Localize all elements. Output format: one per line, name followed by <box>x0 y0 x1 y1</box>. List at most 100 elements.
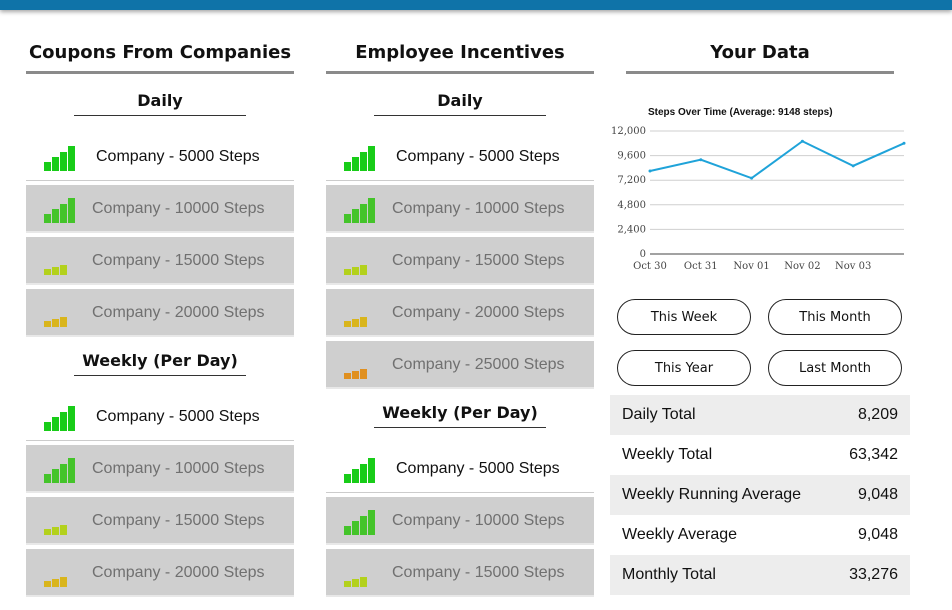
reward-row[interactable]: Company - 10000 Steps <box>326 497 594 545</box>
signal-bars-icon <box>44 249 76 275</box>
steps-data-point <box>648 169 652 173</box>
reward-label: Company - 5000 Steps <box>96 148 260 165</box>
incentives-daily-title: Daily <box>437 91 483 110</box>
incentives-weekly-title: Weekly (Per Day) <box>382 403 538 422</box>
stat-row: Weekly Average 9,048 <box>610 515 910 555</box>
reward-row[interactable]: Company - 10000 Steps <box>26 445 294 493</box>
reward-label: Company - 15000 Steps <box>92 512 265 529</box>
signal-bar <box>60 152 67 171</box>
signal-bar <box>360 516 367 535</box>
reward-row[interactable]: Company - 15000 Steps <box>26 497 294 545</box>
reward-row[interactable]: Company - 20000 Steps <box>326 289 594 337</box>
signal-bar <box>60 204 67 223</box>
reward-label: Company - 15000 Steps <box>392 564 565 581</box>
reward-row[interactable]: Company - 5000 Steps <box>26 133 294 181</box>
steps-data-point <box>851 164 855 168</box>
signal-bar <box>352 267 359 275</box>
signal-bar <box>44 162 51 171</box>
signal-bar <box>52 417 59 431</box>
steps-series-line <box>649 140 905 180</box>
incentives-weekly-rule <box>374 427 546 428</box>
x-tick-label: Oct 31 <box>684 261 718 272</box>
signal-bar <box>52 267 59 275</box>
signal-bar <box>352 319 359 327</box>
signal-bar <box>60 577 67 587</box>
signal-bar <box>44 422 51 431</box>
signal-bars-icon <box>344 145 376 171</box>
your-data-title: Your Data <box>710 42 810 63</box>
reward-label: Company - 5000 Steps <box>396 460 560 477</box>
signal-bar <box>344 373 351 379</box>
stat-row: Weekly Running Average 9,048 <box>610 475 910 515</box>
coupons-title-rule <box>26 71 294 74</box>
signal-bar <box>60 317 67 327</box>
reward-row[interactable]: Company - 15000 Steps <box>26 237 294 285</box>
reward-row[interactable]: Company - 20000 Steps <box>26 549 294 597</box>
steps-line-chart: Steps Over Time (Average: 9148 steps) 0 2,… <box>611 107 906 272</box>
signal-bars-icon <box>44 405 76 431</box>
reward-label: Company - 5000 Steps <box>96 408 260 425</box>
coupons-daily-rule <box>74 115 246 116</box>
stat-value: 8,209 <box>857 406 898 423</box>
stat-label: Weekly Average <box>622 526 738 543</box>
signal-bars-icon <box>44 301 76 327</box>
last-month-button[interactable]: Last Month <box>768 350 902 386</box>
reward-row[interactable]: Company - 25000 Steps <box>326 341 594 389</box>
stat-value: 9,048 <box>857 526 898 543</box>
reward-row[interactable]: Company - 5000 Steps <box>326 133 594 181</box>
signal-bar <box>60 525 67 535</box>
signal-bar <box>68 198 75 223</box>
signal-bar <box>344 526 351 535</box>
y-tick-label: 12,000 <box>611 126 646 137</box>
reward-row[interactable]: Company - 5000 Steps <box>326 445 594 493</box>
signal-bar <box>344 474 351 483</box>
top-app-bar <box>0 0 952 10</box>
reward-row[interactable]: Company - 15000 Steps <box>326 549 594 597</box>
signal-bar <box>44 474 51 483</box>
stat-row: Monthly Total 33,276 <box>610 555 910 595</box>
this-month-button[interactable]: This Month <box>768 299 902 335</box>
signal-bar <box>52 579 59 587</box>
stat-value: 63,342 <box>849 446 898 463</box>
signal-bar <box>52 209 59 223</box>
signal-bar <box>360 265 367 275</box>
stat-row: Weekly Total 63,342 <box>610 435 910 475</box>
steps-data-point <box>800 139 804 143</box>
reward-row[interactable]: Company - 10000 Steps <box>326 185 594 233</box>
signal-bars-icon <box>344 509 376 535</box>
reward-row[interactable]: Company - 15000 Steps <box>326 237 594 285</box>
this-week-button[interactable]: This Week <box>617 299 751 335</box>
signal-bar <box>360 464 367 483</box>
signal-bar <box>68 458 75 483</box>
signal-bar <box>368 198 375 223</box>
coupons-title: Coupons From Companies <box>28 42 292 63</box>
signal-bar <box>352 157 359 171</box>
signal-bar <box>60 464 67 483</box>
signal-bar <box>344 214 351 223</box>
signal-bar <box>52 527 59 535</box>
reward-label: Company - 25000 Steps <box>392 356 565 373</box>
signal-bar <box>44 581 51 587</box>
reward-label: Company - 20000 Steps <box>392 304 565 321</box>
signal-bar <box>60 412 67 431</box>
this-year-button[interactable]: This Year <box>617 350 751 386</box>
signal-bar <box>52 319 59 327</box>
y-tick-label: 7,200 <box>617 175 646 186</box>
y-tick-label: 0 <box>640 249 646 260</box>
reward-label: Company - 5000 Steps <box>396 148 560 165</box>
stat-value: 33,276 <box>849 566 898 583</box>
signal-bar <box>344 162 351 171</box>
incentives-title-rule <box>326 71 594 74</box>
reward-row[interactable]: Company - 10000 Steps <box>26 185 294 233</box>
reward-label: Company - 15000 Steps <box>392 252 565 269</box>
signal-bar <box>344 321 351 327</box>
steps-data-point <box>699 158 703 162</box>
reward-label: Company - 15000 Steps <box>92 252 265 269</box>
reward-row[interactable]: Company - 20000 Steps <box>26 289 294 337</box>
signal-bar <box>360 204 367 223</box>
coupons-daily-title: Daily <box>137 91 183 110</box>
signal-bar <box>352 579 359 587</box>
reward-label: Company - 10000 Steps <box>392 200 565 217</box>
reward-row[interactable]: Company - 5000 Steps <box>26 393 294 441</box>
stat-label: Weekly Running Average <box>622 486 802 503</box>
